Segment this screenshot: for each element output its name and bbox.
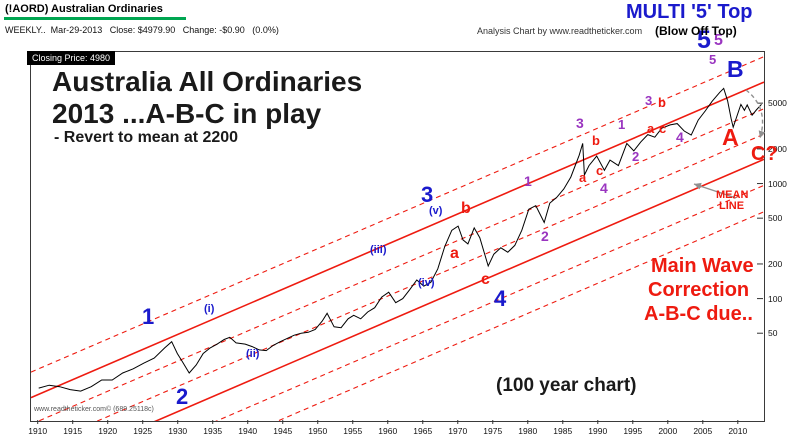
multi-five-top-label: MULTI '5' Top [626, 1, 753, 23]
x-axis-label-1990: 1990 [588, 426, 608, 436]
annotation-abc2-c: c [596, 163, 604, 178]
x-axis-label-1965: 1965 [413, 426, 433, 436]
annotation-chart-title-line2: 2013 ...A-B-C in play [52, 98, 322, 129]
symbol-title: (!AORD) Australian Ordinaries [5, 3, 163, 15]
title-underline [4, 17, 186, 20]
chart-plot-area [30, 51, 765, 422]
x-axis-label-1980: 1980 [518, 426, 538, 436]
x-axis-label-2010: 2010 [728, 426, 748, 436]
annotation-int-2: 2 [541, 228, 549, 244]
annotation-abc2-b: b [592, 133, 600, 148]
annotation-mean-label-2: LINE [719, 200, 745, 212]
channel-line-5-solid [153, 158, 764, 421]
x-axis-label-1935: 1935 [203, 426, 223, 436]
x-axis-label-1915: 1915 [63, 426, 83, 436]
annotation-int2-4: 4 [676, 129, 684, 145]
channel-line-2-solid [31, 81, 764, 399]
annotation-chart-title-line1: Australia All Ordinaries [52, 66, 363, 97]
watermark-copyright: © (689.25118c) [106, 406, 154, 413]
annotation-abc2-a: a [579, 170, 587, 185]
x-axis-label-1940: 1940 [238, 426, 258, 436]
annotation-wave-C: C? [751, 143, 778, 165]
annotation-wave-3: 3 [421, 182, 434, 207]
annotation-revert-note: - Revert to mean at 2200 [54, 129, 239, 146]
channel-line-3-dashed [37, 108, 764, 421]
annotation-abc1-c: c [481, 271, 490, 288]
annotation-int-1: 1 [524, 173, 532, 189]
y-axis-label-2000: 2000 [768, 143, 787, 154]
x-axis-label-1920: 1920 [98, 426, 118, 436]
x-axis-label-1950: 1950 [308, 426, 328, 436]
annotation-top-5-purple: 5 [714, 32, 723, 49]
price-chart-svg [31, 56, 764, 421]
annotation-abc1-a: a [450, 245, 459, 262]
annotation-minor-i: (i) [204, 303, 215, 315]
annotation-minor-iv: (iv) [418, 277, 435, 289]
annotation-abc3-a: a [647, 121, 655, 136]
annotation-wave-4: 4 [494, 286, 507, 311]
x-axis-label-1955: 1955 [343, 426, 363, 436]
x-axis-label-1925: 1925 [133, 426, 153, 436]
annotation-minor-iii: (iii) [370, 244, 387, 256]
blow-off-top-label: (Blow Off Top) [655, 24, 737, 38]
channel-line-1-dashed [31, 56, 764, 373]
annotation-int-3: 3 [576, 115, 584, 131]
price-line [38, 87, 762, 392]
annotation-wave-2: 2 [176, 384, 189, 409]
x-axis-label-1970: 1970 [448, 426, 468, 436]
x-axis-label-1960: 1960 [378, 426, 398, 436]
x-axis-label-1975: 1975 [483, 426, 503, 436]
y-axis-label-1000: 1000 [768, 178, 787, 189]
annotation-peak-5-purple: 5 [709, 52, 717, 67]
annotation-top-5-blue: 5 [697, 26, 711, 54]
x-axis-label-1910: 1910 [28, 426, 48, 436]
channel-line-4-dashed [96, 133, 764, 421]
annotation-mainwave-2: Correction [648, 279, 750, 301]
annotation-footnote: (100 year chart) [496, 375, 637, 396]
x-axis-label-1995: 1995 [623, 426, 643, 436]
annotation-wave-1: 1 [142, 304, 155, 329]
annotation-int-4: 4 [600, 180, 608, 196]
annotation-minor-v: (v) [429, 205, 443, 217]
annotation-int2-2: 2 [632, 149, 640, 164]
annotation-mainwave-3: A-B-C due.. [644, 303, 753, 325]
watermark-site: www.readtheticker.com [34, 406, 106, 413]
annotation-abc1-b: b [461, 200, 471, 217]
channel-line-6-dashed [215, 184, 764, 421]
channel-line-7-dashed [276, 211, 764, 421]
y-axis-label-500: 500 [768, 213, 783, 224]
analysis-credit: Analysis Chart by www.readtheticker.com [477, 26, 643, 36]
quote-status-line: WEEKLY.. Mar-29-2013 Close: $4979.90 Cha… [5, 25, 279, 35]
annotation-mainwave-1: Main Wave [651, 255, 754, 277]
annotation-int2-1: 1 [618, 117, 626, 132]
closing-price-badge: Closing Price: 4980 [27, 51, 116, 65]
y-axis-label-5000: 5000 [768, 98, 787, 109]
annotation-wave-A: A [722, 124, 739, 150]
annotation-wave-B: B [727, 56, 744, 82]
annotation-abc3-b: b [658, 95, 666, 110]
y-axis-label-200: 200 [768, 258, 783, 269]
annotation-minor-ii: (ii) [246, 348, 260, 360]
y-axis-label-50: 50 [768, 328, 778, 339]
annotation-abc3-c: c [659, 121, 667, 136]
x-axis-label-1930: 1930 [168, 426, 188, 436]
annotation-int2-3: 3 [645, 93, 653, 108]
x-axis-label-1985: 1985 [553, 426, 573, 436]
x-axis-label-2005: 2005 [693, 426, 713, 436]
x-axis-label-1945: 1945 [273, 426, 293, 436]
y-axis-label-100: 100 [768, 293, 783, 304]
x-axis-label-2000: 2000 [658, 426, 678, 436]
